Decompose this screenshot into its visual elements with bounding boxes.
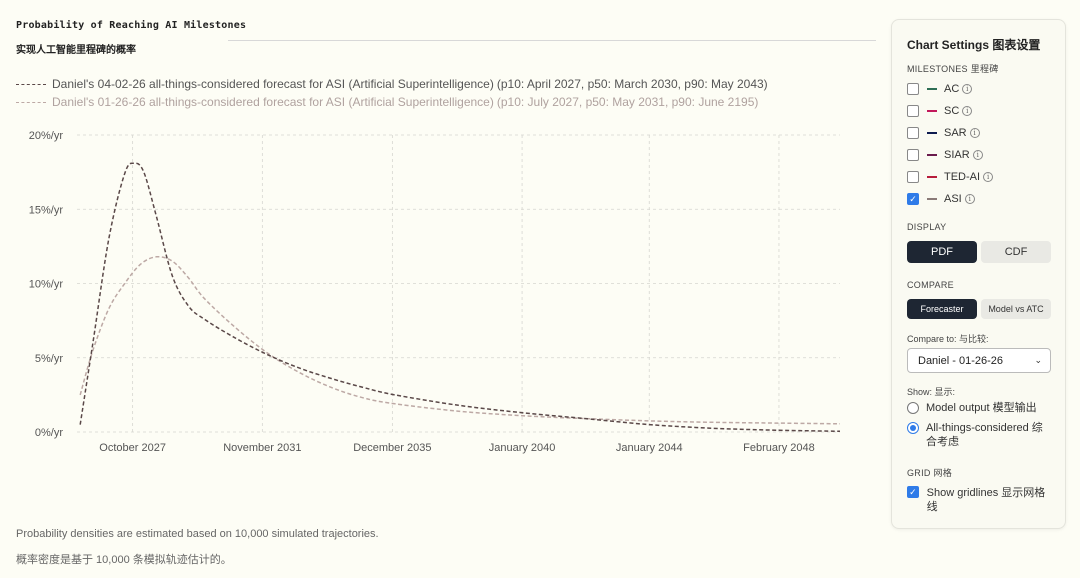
info-icon[interactable]: i [964, 194, 975, 204]
display-toggle: PDF CDF [907, 241, 1051, 263]
gridlines-label: Show gridlines 显示网格线 [926, 487, 1046, 513]
legend-stats-compare: (p10: July 2027, p50: May 2031, p90: Jun… [496, 95, 759, 109]
checkbox[interactable]: ✓ [907, 486, 919, 498]
legend-swatch-compare [16, 101, 46, 103]
compare-forecaster-button[interactable]: Forecaster [907, 299, 977, 319]
milestone-color-line [927, 154, 937, 156]
title-divider [228, 40, 876, 41]
checkbox[interactable] [907, 171, 919, 183]
x-tick-label: January 2044 [616, 442, 683, 454]
x-tick-label: November 2031 [223, 442, 301, 454]
milestone-sc[interactable]: SC i [907, 103, 973, 119]
footnote-english: Probability densities are estimated base… [16, 528, 379, 540]
x-tick-label: October 2027 [99, 442, 166, 454]
checkbox[interactable] [907, 149, 919, 161]
milestone-color-line [927, 176, 937, 178]
radio-button[interactable] [907, 402, 919, 414]
footnote-chinese: 概率密度是基于 10,000 条模拟轨迹估计的。 [16, 554, 232, 566]
info-icon[interactable]: i [962, 106, 973, 116]
show-all-things-considered-option[interactable]: All-things-considered 综合考虑 [907, 421, 1047, 449]
info-icon[interactable]: i [983, 172, 994, 182]
legend-entry-current[interactable]: Daniel's 04-02-26 all-things-considered … [16, 75, 768, 93]
display-pdf-button[interactable]: PDF [907, 241, 977, 263]
compare-model-vs-atc-button[interactable]: Model vs ATC [981, 299, 1051, 319]
info-icon[interactable]: i [962, 84, 973, 94]
show-gridlines-option[interactable]: ✓ Show gridlines 显示网格线 [907, 486, 1052, 514]
milestone-color-line [927, 198, 937, 200]
y-tick-label: 5%/yr [35, 353, 63, 365]
legend-label-current: Daniel's 04-02-26 all-things-considered … [52, 77, 494, 91]
milestone-siar[interactable]: SIAR i [907, 147, 983, 163]
checkbox[interactable] [907, 105, 919, 117]
milestone-label: SC [944, 105, 960, 117]
info-icon[interactable]: i [969, 128, 980, 138]
display-label: DISPLAY [907, 222, 947, 232]
radio-button[interactable] [907, 422, 919, 434]
milestone-label: ASI [944, 193, 962, 205]
chart-title: Probability of Reaching AI Milestones [16, 20, 247, 31]
y-tick-label: 0%/yr [35, 427, 63, 439]
compare-to-label: Compare to: 与比较: [907, 334, 989, 344]
grid-label: GRID 网格 [907, 468, 953, 478]
show-model-output-option[interactable]: Model output 模型输出 [907, 401, 1037, 415]
compare-toggle: Forecaster Model vs ATC [907, 299, 1051, 319]
y-tick-label: 20%/yr [29, 130, 64, 142]
x-tick-label: December 2035 [353, 442, 431, 454]
radio-label: All-things-considered 综合考虑 [926, 422, 1043, 448]
checkbox[interactable] [907, 127, 919, 139]
milestone-asi[interactable]: ✓ ASI i [907, 191, 975, 207]
settings-title: Chart Settings 图表设置 [907, 38, 1041, 52]
milestone-label: TED-AI [944, 171, 981, 183]
milestone-color-line [927, 110, 937, 112]
milestone-color-line [927, 132, 937, 134]
compare-label: COMPARE [907, 280, 954, 290]
milestone-label: AC [944, 83, 960, 95]
show-label: Show: 显示: [907, 387, 956, 397]
display-cdf-button[interactable]: CDF [981, 241, 1051, 263]
checkbox[interactable]: ✓ [907, 193, 919, 205]
legend-swatch-current [16, 83, 46, 85]
legend-stats-current: (p10: April 2027, p50: March 2030, p90: … [496, 77, 768, 91]
milestone-label: SAR [944, 127, 967, 139]
compare-to-select[interactable]: Daniel - 01-26-26 ⌄ [907, 348, 1051, 373]
y-tick-label: 15%/yr [29, 204, 64, 216]
x-tick-label: January 2040 [489, 442, 556, 454]
milestone-label: SIAR [944, 149, 970, 161]
probability-chart[interactable]: 0%/yr 5%/yr 10%/yr 15%/yr 20%/yr October 2027… [0, 120, 880, 465]
info-icon[interactable]: i [972, 150, 983, 160]
chevron-down-icon: ⌄ [1034, 355, 1042, 365]
milestone-ac[interactable]: AC i [907, 81, 973, 97]
legend-entry-compare[interactable]: Daniel's 01-26-26 all-things-considered … [16, 93, 768, 111]
chart-subtitle: 实现人工智能里程碑的概率 [16, 45, 136, 56]
compare-to-value: Daniel - 01-26-26 [918, 354, 1003, 367]
radio-label: Model output 模型输出 [926, 402, 1037, 414]
series-line-current [79, 162, 841, 433]
checkbox[interactable] [907, 83, 919, 95]
series-line-compare [79, 255, 841, 425]
x-tick-label: February 2048 [743, 442, 815, 454]
milestone-color-line [927, 88, 937, 90]
milestones-label: MILESTONES 里程碑 [907, 64, 999, 74]
legend-label-compare: Daniel's 01-26-26 all-things-considered … [52, 95, 494, 109]
chart-settings-panel: Chart Settings 图表设置 MILESTONES 里程碑 AC i … [891, 19, 1066, 529]
milestone-sar[interactable]: SAR i [907, 125, 980, 141]
y-tick-label: 10%/yr [29, 279, 64, 291]
milestone-ted-ai[interactable]: TED-AI i [907, 169, 994, 185]
chart-legend: Daniel's 04-02-26 all-things-considered … [16, 75, 768, 111]
